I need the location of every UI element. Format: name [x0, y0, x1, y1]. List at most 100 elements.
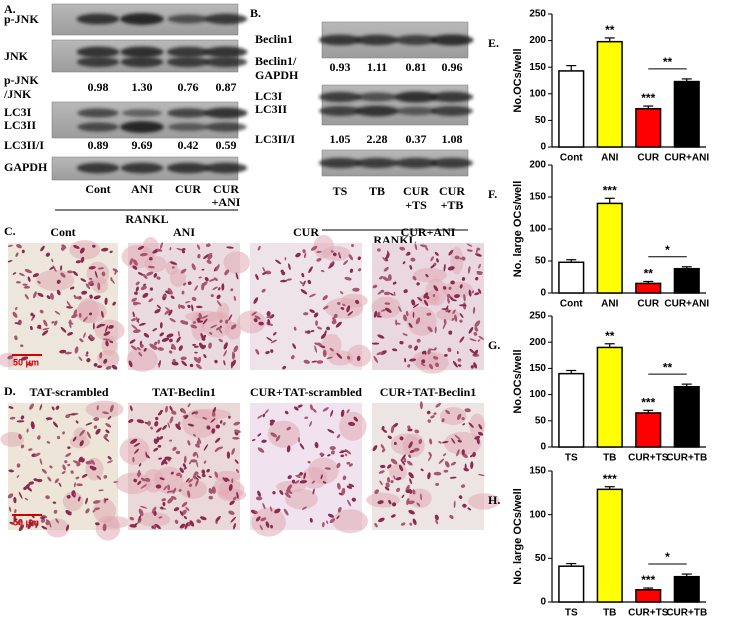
- cell: [387, 274, 392, 281]
- cell: [49, 266, 55, 270]
- cell: [399, 246, 406, 251]
- blot-band: [355, 157, 399, 169]
- cell: [336, 515, 340, 520]
- cell: [154, 309, 161, 314]
- cell: [15, 281, 21, 284]
- cell: [197, 253, 201, 259]
- cell: [74, 346, 79, 354]
- cell: [105, 423, 112, 428]
- y-tick-label: 0: [540, 597, 546, 608]
- cell: [231, 448, 235, 455]
- cell: [224, 269, 230, 276]
- cell: [470, 365, 474, 369]
- blot-band: [122, 109, 162, 117]
- cell: [262, 413, 266, 418]
- cell: [187, 440, 191, 446]
- cell: [151, 506, 157, 514]
- y-tick-label: 50: [535, 115, 547, 126]
- cell: [104, 498, 109, 501]
- blot-band: [76, 162, 120, 174]
- cell: [92, 509, 96, 513]
- y-tick-label: 0: [540, 442, 546, 453]
- cell: [316, 257, 322, 262]
- y-axis-label: No. large OCs/well: [512, 488, 524, 585]
- cell: [412, 489, 416, 495]
- cell: [196, 475, 202, 479]
- cell: [176, 472, 181, 477]
- cell: [214, 359, 218, 364]
- ratio-value: 0.93: [330, 60, 351, 74]
- cell: [257, 245, 261, 251]
- cell: [474, 320, 481, 327]
- bar: [673, 385, 700, 448]
- ratio-value: 1.08: [442, 132, 463, 146]
- cell: [129, 405, 133, 412]
- cell: [339, 255, 341, 259]
- panel-label: F.: [488, 187, 497, 201]
- cell: [60, 265, 63, 271]
- cell: [303, 252, 307, 259]
- cell: [196, 452, 199, 459]
- cell: [223, 350, 228, 357]
- image-title: TAT-Beclin1: [152, 385, 216, 399]
- cell: [67, 270, 74, 274]
- cell: [99, 352, 103, 359]
- x-tick-label: ANI: [601, 299, 618, 310]
- osteoclast: [119, 437, 150, 465]
- cell: [384, 302, 391, 305]
- cell: [171, 361, 179, 366]
- cell: [457, 364, 462, 367]
- blot-band: [395, 35, 437, 45]
- cell: [194, 410, 199, 415]
- cell: [131, 318, 136, 322]
- ratio-label: GAPDH: [255, 68, 299, 82]
- cell: [433, 285, 439, 292]
- cell: [414, 429, 420, 434]
- cell: [161, 337, 170, 342]
- cell: [149, 287, 154, 291]
- cell: [16, 244, 22, 249]
- cell: [292, 343, 297, 349]
- cell: [59, 349, 67, 354]
- cell: [427, 326, 433, 333]
- cell: [310, 330, 315, 333]
- cell: [320, 270, 325, 273]
- cell: [279, 279, 288, 283]
- cell: [156, 427, 162, 433]
- cell: [68, 322, 73, 324]
- cell: [202, 281, 208, 287]
- osteoclast: [468, 493, 500, 510]
- cell: [169, 416, 174, 424]
- cell: [134, 522, 138, 526]
- cell: [184, 415, 189, 420]
- cell: [420, 493, 423, 501]
- cell: [193, 433, 197, 437]
- cell: [223, 360, 226, 366]
- cell: [97, 365, 103, 369]
- cell: [419, 244, 428, 248]
- cell: [206, 425, 211, 430]
- y-axis-label: No. large OCs/well: [512, 181, 524, 278]
- cell: [388, 499, 392, 505]
- cell: [257, 414, 263, 419]
- cell: [9, 416, 16, 420]
- cell: [311, 360, 318, 363]
- cell: [319, 452, 324, 456]
- cell: [226, 451, 231, 459]
- cell: [336, 434, 341, 439]
- cell: [232, 351, 235, 360]
- cell: [225, 477, 230, 482]
- cell: [107, 416, 112, 420]
- cell: [75, 296, 82, 300]
- cell: [190, 324, 198, 329]
- cell: [191, 411, 196, 415]
- cell: [54, 478, 59, 484]
- cell: [341, 487, 346, 495]
- cell: [389, 292, 394, 296]
- cell: [101, 271, 106, 277]
- y-tick-label: 200: [529, 35, 546, 46]
- cell: [183, 455, 187, 464]
- image-title: Cont: [50, 225, 75, 239]
- cell: [46, 295, 51, 300]
- cell: [330, 450, 335, 455]
